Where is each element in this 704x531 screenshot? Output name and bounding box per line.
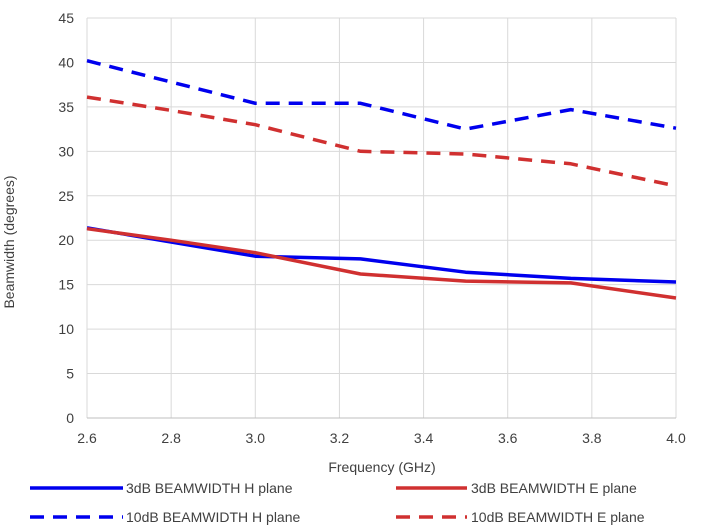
- tick-labels: 0 5 10 15 20 25 30 35 40 45 2.6 2.8 3.0 3.2 3.4 3.6 3.8 4…: [58, 10, 686, 446]
- y-tick-label: 10: [58, 321, 74, 337]
- y-tick-label: 0: [66, 410, 74, 426]
- series-line-0: [86, 226, 677, 284]
- y-tick-label: 40: [58, 54, 74, 70]
- y-tick-label: 35: [58, 99, 74, 115]
- grid-lines: [86, 17, 677, 418]
- legend-item-10db-h: 10dB BEAMWIDTH H plane: [30, 509, 300, 525]
- x-tick-label: 3.2: [330, 430, 350, 446]
- x-tick-label: 2.6: [77, 430, 97, 446]
- x-tick-label: 4.0: [666, 430, 686, 446]
- y-tick-label: 15: [58, 277, 74, 293]
- series-line-2: [86, 59, 677, 131]
- legend-label-10db-h: 10dB BEAMWIDTH H plane: [126, 509, 300, 525]
- y-tick-label: 45: [58, 10, 74, 26]
- y-tick-label: 5: [66, 366, 74, 382]
- legend-item-10db-e: 10dB BEAMWIDTH E plane: [396, 509, 645, 525]
- legend-label-10db-e: 10dB BEAMWIDTH E plane: [471, 509, 645, 525]
- legend: 3dB BEAMWIDTH H plane 3dB BEAMWIDTH E pl…: [30, 480, 645, 525]
- x-tick-label: 3.6: [498, 430, 518, 446]
- x-axis-title: Frequency (GHz): [328, 459, 435, 475]
- x-tick-label: 3.4: [414, 430, 434, 446]
- y-tick-label: 30: [58, 143, 74, 159]
- x-tick-label: 3.0: [246, 430, 266, 446]
- legend-label-3db-h: 3dB BEAMWIDTH H plane: [126, 480, 293, 496]
- series-line-1: [86, 226, 677, 300]
- legend-item-3db-h: 3dB BEAMWIDTH H plane: [30, 480, 293, 496]
- series-line-3: [86, 95, 677, 188]
- series-lines: [86, 59, 677, 300]
- y-tick-label: 25: [58, 188, 74, 204]
- x-tick-label: 2.8: [161, 430, 181, 446]
- x-tick-label: 3.8: [582, 430, 602, 446]
- legend-item-3db-e: 3dB BEAMWIDTH E plane: [396, 480, 637, 496]
- y-tick-label: 20: [58, 232, 74, 248]
- legend-label-3db-e: 3dB BEAMWIDTH E plane: [471, 480, 637, 496]
- y-axis-title: Beamwidth (degrees): [1, 175, 17, 308]
